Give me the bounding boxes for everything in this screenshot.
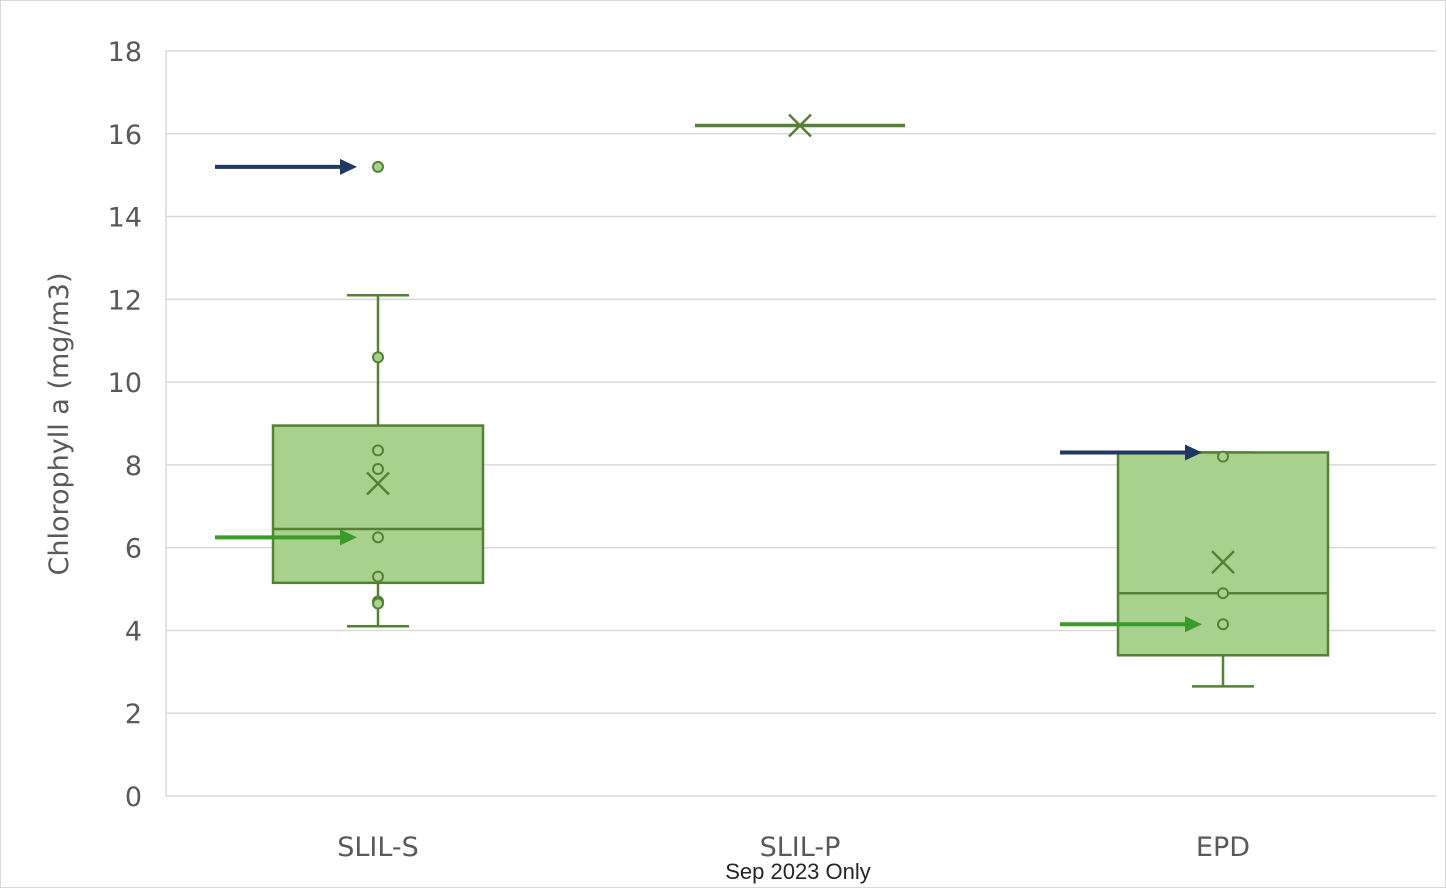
x-category-label: EPD bbox=[1196, 832, 1250, 863]
y-axis-ticks: 0 2 4 6 8 10 12 14 16 18 bbox=[108, 37, 142, 813]
y-tick-label: 6 bbox=[125, 534, 142, 565]
x-category-label: SLIL-S bbox=[337, 832, 419, 863]
y-tick-label: 10 bbox=[108, 368, 142, 399]
y-tick-label: 16 bbox=[108, 120, 142, 151]
data-point bbox=[372, 444, 384, 457]
data-point bbox=[1217, 618, 1229, 631]
arrow-head bbox=[1185, 616, 1202, 633]
annotation-arrow bbox=[215, 529, 357, 546]
gridlines bbox=[165, 50, 1436, 797]
mean-marker bbox=[366, 471, 390, 496]
box-group bbox=[1116, 450, 1330, 688]
data-point bbox=[372, 597, 384, 610]
y-tick-label: 14 bbox=[108, 203, 142, 234]
arrow-head bbox=[1185, 444, 1202, 461]
annotation-arrow bbox=[1060, 444, 1202, 461]
y-tick-label: 18 bbox=[108, 37, 142, 68]
arrow-head bbox=[340, 158, 357, 175]
y-axis-title: Chlorophyll a (mg/m3) bbox=[44, 272, 75, 575]
y-tick-label: 4 bbox=[125, 616, 142, 647]
annotation-arrow bbox=[1060, 616, 1202, 633]
mean-marker bbox=[1211, 550, 1235, 575]
outlier-point bbox=[372, 160, 384, 173]
mean-marker bbox=[788, 113, 812, 138]
category-note: Sep 2023 Only bbox=[725, 859, 871, 884]
mean-marker-stroke bbox=[788, 113, 812, 138]
y-tick-label: 2 bbox=[125, 699, 142, 730]
box-group bbox=[271, 160, 485, 628]
y-tick-label: 0 bbox=[125, 782, 142, 813]
annotation-arrow bbox=[215, 158, 357, 175]
data-point bbox=[372, 463, 384, 476]
x-category-label: SLIL-P bbox=[760, 832, 841, 863]
data-point bbox=[372, 351, 384, 364]
mean-marker-stroke bbox=[366, 471, 390, 496]
data-point bbox=[1217, 450, 1229, 463]
y-tick-label: 8 bbox=[125, 451, 142, 482]
data-point bbox=[1217, 587, 1229, 600]
data-point bbox=[372, 531, 384, 544]
annotation-arrows bbox=[215, 158, 1202, 633]
boxes bbox=[271, 113, 1330, 688]
arrow-head bbox=[340, 529, 357, 546]
y-tick-label: 12 bbox=[108, 285, 142, 316]
mean-marker-stroke bbox=[1211, 550, 1235, 575]
box-group bbox=[695, 113, 905, 138]
data-point bbox=[372, 570, 384, 583]
